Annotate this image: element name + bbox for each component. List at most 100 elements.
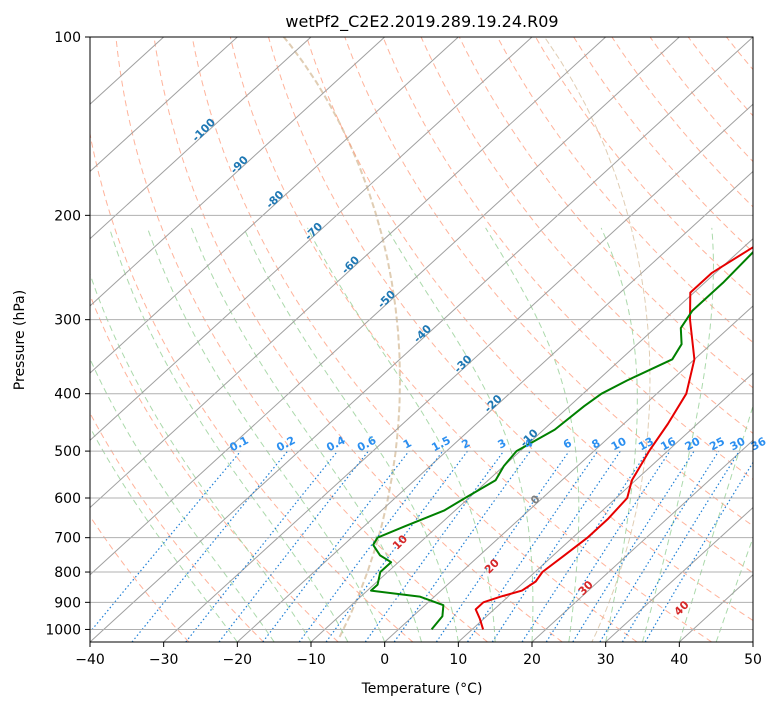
- dry-adiabat: [90, 131, 414, 642]
- isotherm: [90, 37, 386, 307]
- dry-adiabat: [611, 37, 753, 208]
- dry-adiabat: [420, 37, 753, 434]
- mixing-ratio-line: [572, 450, 695, 642]
- dry-adiabat-label: -20: [482, 392, 505, 415]
- dry-adiabat-label: -10: [518, 426, 541, 449]
- isotherm: [236, 170, 753, 642]
- mixing-ratio-line: [298, 450, 444, 642]
- dry-adiabat-label: -50: [375, 288, 398, 311]
- dry-adiabat: [191, 37, 638, 642]
- mixing-ratio-line: [545, 450, 671, 642]
- dry-adiabat: [535, 37, 753, 298]
- moist-adiabat: [146, 227, 386, 642]
- mixing-ratio-line: [131, 450, 289, 642]
- dry-adiabat-label: 10: [390, 532, 410, 552]
- y-tick-label: 400: [54, 387, 81, 403]
- x-tick-label: 10: [449, 652, 467, 668]
- y-tick-label: 300: [54, 313, 81, 329]
- dry-adiabat-label: -100: [189, 116, 218, 145]
- temperature-profile: [474, 246, 753, 630]
- mixing-ratio-label: 13: [636, 435, 656, 454]
- isotherm: [310, 237, 753, 642]
- mixing-ratio-label: 2: [459, 436, 472, 451]
- dry-adiabat-label: 30: [576, 578, 596, 598]
- x-tick-label: 0: [380, 652, 389, 668]
- dry-adiabat: [726, 37, 753, 71]
- dry-adiabat: [765, 37, 775, 642]
- mixing-ratio-line: [491, 450, 621, 642]
- pressure-gridlines: [90, 37, 753, 630]
- dry-adiabat: [573, 37, 753, 253]
- mixing-ratio-label: 16: [658, 435, 678, 454]
- mixing-ratio-label: 30: [728, 435, 748, 454]
- dry-adiabat-label: -30: [451, 352, 474, 375]
- isotherm: [752, 641, 753, 642]
- mixing-ratio-label: 36: [749, 435, 769, 454]
- x-tick-label: 40: [670, 652, 688, 668]
- isotherm: [90, 37, 312, 240]
- chart-title: wetPf2_C2E2.2019.289.19.24.R09: [285, 12, 558, 32]
- dry-adiabat: [382, 37, 753, 481]
- x-tick-label: 50: [744, 652, 762, 668]
- mixing-ratio-label: 3: [496, 436, 509, 451]
- moist-adiabat: [715, 536, 753, 642]
- moist-adiabat: [90, 426, 238, 642]
- y-axis-label: Pressure (hPa): [12, 290, 28, 390]
- mixing-ratio-line: [364, 450, 505, 642]
- background-curve: [282, 37, 402, 638]
- mixing-ratio-line: [218, 450, 369, 642]
- mixing-ratio-label: 6: [561, 436, 574, 451]
- y-tick-label: 200: [54, 208, 81, 224]
- background-lines: [90, 0, 775, 672]
- mixing-ratio-label: 1: [401, 436, 414, 451]
- moist-adiabat: [243, 227, 459, 642]
- y-tick-label: 500: [54, 444, 81, 460]
- dry-adiabat: [268, 37, 753, 622]
- dry-adiabat-label: 40: [672, 598, 692, 618]
- isotherm: [90, 37, 238, 173]
- dry-adiabat: [90, 412, 264, 642]
- isotherm: [531, 439, 753, 642]
- x-axis-ticks: −40 −30 −20 −10 0 10 20 30 40 50: [75, 642, 762, 668]
- moist-adiabat: [642, 227, 715, 642]
- mixing-ratio-line: [599, 450, 720, 642]
- isotherm: [605, 506, 753, 642]
- dry-adiabat: [458, 37, 753, 389]
- dry-adiabat-label: -80: [263, 188, 286, 211]
- dry-adiabat: [229, 37, 712, 642]
- x-axis-label: Temperature (°C): [361, 681, 483, 697]
- dry-adiabat-label: -40: [411, 322, 434, 345]
- mixing-ratio-line: [644, 461, 753, 642]
- x-tick-label: 20: [523, 652, 541, 668]
- x-tick-label: −20: [223, 652, 253, 668]
- dry-adiabat-label: -90: [228, 153, 251, 176]
- dry-adiabat-label: 20: [482, 556, 502, 576]
- line-labels: 0.1 0.2 0.4 0.6 1 1.5 2 3 4 6 8 10 13 16 20 25 30 36-100-…: [189, 116, 768, 619]
- x-tick-label: 30: [597, 652, 615, 668]
- isotherm: [90, 37, 459, 374]
- mixing-ratio-label: 8: [590, 436, 603, 451]
- dry-adiabat: [496, 37, 753, 344]
- mixing-ratio-line: [90, 450, 242, 633]
- isotherm: [457, 372, 753, 642]
- plot-frame: [89, 36, 754, 643]
- y-tick-label: 900: [54, 595, 81, 611]
- isotherm: [163, 103, 753, 642]
- mixing-ratio-line: [467, 450, 599, 642]
- mixing-ratio-line: [435, 450, 570, 642]
- mixing-ratio-line: [262, 450, 410, 642]
- mixing-ratio-label: 10: [609, 435, 629, 454]
- mixing-ratio-line: [621, 450, 740, 642]
- dry-adiabat: [90, 515, 190, 642]
- y-tick-label: 600: [54, 491, 81, 507]
- dry-adiabat-label: -60: [339, 253, 362, 276]
- moist-adiabat: [307, 227, 496, 642]
- dry-adiabat-label: -70: [302, 220, 325, 243]
- dry-adiabat: [649, 37, 753, 163]
- isotherm: [90, 37, 533, 442]
- mixing-ratio-line: [393, 450, 531, 642]
- x-tick-label: −10: [296, 652, 326, 668]
- isotherm: [90, 37, 680, 576]
- background-curve: [509, 0, 775, 672]
